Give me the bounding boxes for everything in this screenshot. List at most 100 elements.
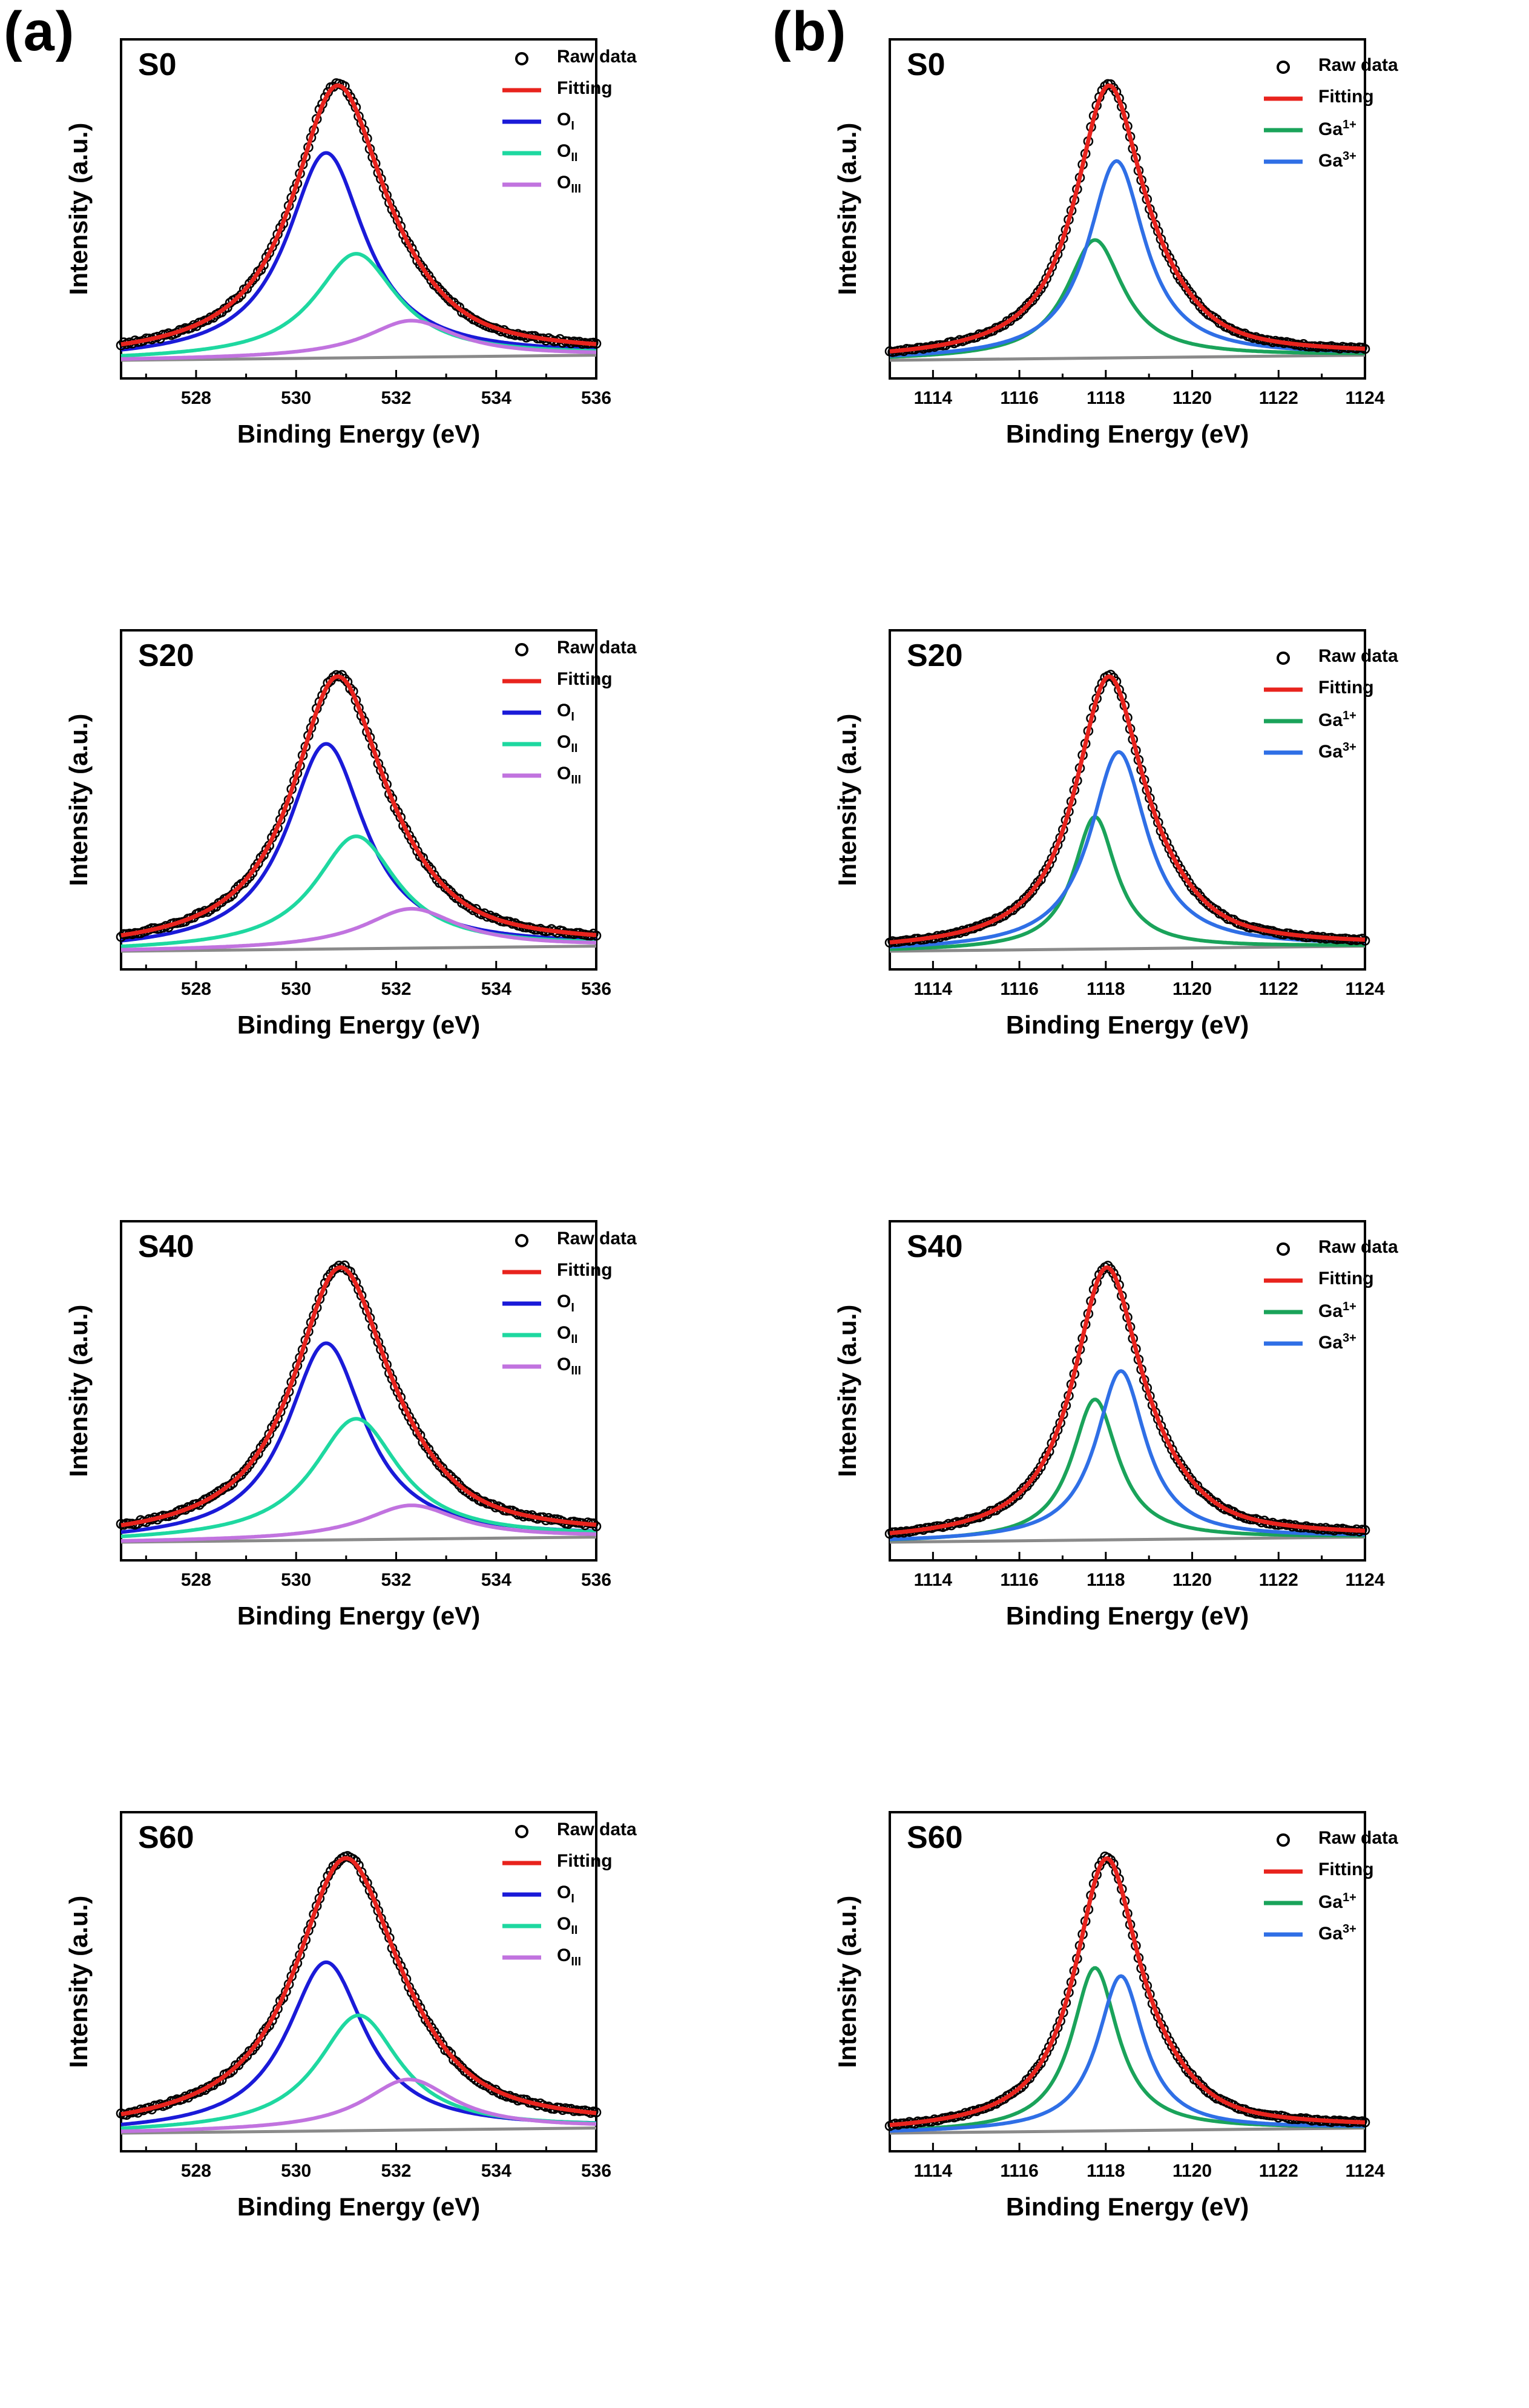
legend-marker-line <box>502 1364 541 1369</box>
legend-marker-line <box>502 710 541 715</box>
series-ga1- <box>889 238 1365 359</box>
x-tick-label: 1116 <box>1000 2161 1038 2181</box>
plot-O-S20: 528 530 532 534 536 S20 Intensity (a.u.) Bindin… <box>0 603 637 1075</box>
legend-label-text: Fitting <box>557 669 613 689</box>
raw-data-point <box>437 2039 448 2050</box>
legend-marker-line <box>1264 719 1303 724</box>
legend-label: Ga3+ <box>1318 741 1356 762</box>
plot-frame <box>889 629 1366 971</box>
legend-label: OI <box>557 701 574 724</box>
legend-item: Raw data <box>1259 642 1398 674</box>
legend-item: OI <box>498 697 637 728</box>
legend-label: OIII <box>557 764 581 787</box>
raw-data-point <box>440 291 450 301</box>
x-tick-label: 528 <box>181 388 211 408</box>
legend-label: OI <box>557 1291 574 1315</box>
legend-label-sub: I <box>571 119 574 133</box>
legend-label: Fitting <box>1318 1268 1374 1289</box>
legend-label-text: Raw data <box>1318 1237 1398 1257</box>
x-tick-label: 1124 <box>1345 388 1384 408</box>
legend-label-sub: II <box>571 742 578 755</box>
raw-data-point <box>449 890 459 901</box>
legend-label-sup: 1+ <box>1343 1891 1356 1904</box>
series-ga1- <box>889 1966 1365 2133</box>
legend-label: Fitting <box>557 78 613 99</box>
background-line <box>120 1536 597 1544</box>
x-tick-label: 534 <box>481 388 511 408</box>
series-ga3- <box>889 750 1366 949</box>
x-axis-label: Binding Energy (eV) <box>1005 2192 1249 2221</box>
legend-label-sub: I <box>571 710 574 724</box>
legend-label-sup: 3+ <box>1343 1331 1356 1345</box>
x-tick-label: 530 <box>281 2161 311 2181</box>
legend-item: Fitting <box>1259 1265 1398 1296</box>
legend-label-base: O <box>557 764 571 783</box>
legend-label-sub: III <box>571 182 582 196</box>
legend-label-base: O <box>557 701 571 721</box>
x-tick-label: 530 <box>281 388 311 408</box>
x-tick-label: 536 <box>581 388 611 408</box>
x-tick-label: 536 <box>581 2161 611 2181</box>
legend-label: Fitting <box>1318 678 1374 698</box>
legend-label-base: O <box>557 110 571 130</box>
legend-item: OIII <box>498 1942 637 1973</box>
legend-label-sub: III <box>571 1955 582 1968</box>
legend-label: Raw data <box>557 1819 637 1840</box>
legend-label: Raw data <box>1318 55 1398 76</box>
legend-label-text: Raw data <box>1318 55 1398 75</box>
legend-item: Ga3+ <box>1259 1919 1398 1950</box>
legend-label: Raw data <box>1318 1828 1398 1849</box>
legend-label: Fitting <box>557 1851 613 1872</box>
x-tick-label: 528 <box>181 979 211 999</box>
plot-frame <box>889 1220 1366 1562</box>
legend-item: Fitting <box>1259 674 1398 705</box>
legend-label-base: Ga <box>1318 1333 1343 1353</box>
legend-label: Ga1+ <box>1318 709 1356 731</box>
legend-label-base: O <box>557 732 571 752</box>
legend-label: OII <box>557 732 577 756</box>
legend-label-base: Ga <box>1318 710 1343 730</box>
legend-label: Ga1+ <box>1318 118 1356 140</box>
legend-item: Raw data <box>498 634 637 665</box>
legend-item: OI <box>498 1288 637 1319</box>
x-tick-label: 1116 <box>1000 388 1038 408</box>
legend-label: Raw data <box>557 47 637 67</box>
legend-label-base: Ga <box>1318 1301 1343 1321</box>
y-axis-label: Intensity (a.u.) <box>64 1895 93 2068</box>
y-axis-label: Intensity (a.u.) <box>833 1895 861 2068</box>
raw-data-point <box>435 285 445 295</box>
legend-label: Raw data <box>1318 1237 1398 1258</box>
legend-marker-circle <box>515 1825 528 1838</box>
plot-O-S40: 528 530 532 534 536 S40 Intensity (a.u.) Bindin… <box>0 1194 637 1666</box>
y-axis-label: Intensity (a.u.) <box>64 713 93 886</box>
legend-item: OI <box>498 106 637 137</box>
legend-item: Ga1+ <box>1259 705 1398 737</box>
legend-marker-line <box>1264 1932 1303 1937</box>
plot-O-S0: 528 530 532 534 536 S0 Intensity (a.u.) Binding… <box>0 12 637 484</box>
x-tick-label: 1124 <box>1345 2161 1384 2181</box>
legend-item: OII <box>498 137 637 169</box>
raw-data-point <box>1203 1491 1214 1502</box>
legend-item: Fitting <box>498 74 637 106</box>
legend-marker-line <box>1264 96 1303 101</box>
raw-data-point <box>1197 894 1208 905</box>
legend-label: OI <box>557 110 574 133</box>
sample-name: S0 <box>138 47 177 82</box>
x-tick-label: 1118 <box>1087 2161 1125 2181</box>
legend-item: Fitting <box>1259 83 1398 114</box>
legend-marker-line <box>1264 1278 1303 1283</box>
legend-label-base: O <box>557 1291 571 1311</box>
legend-item: Fitting <box>498 1847 637 1879</box>
x-axis-label: Binding Energy (eV) <box>237 1011 481 1039</box>
legend-label-sup: 3+ <box>1343 1922 1356 1936</box>
legend-label-text: Fitting <box>557 1851 613 1871</box>
legend-marker-line <box>1264 1310 1303 1315</box>
legend-label-text: Fitting <box>557 78 613 98</box>
x-tick-label: 1114 <box>914 979 953 999</box>
legend-label-text: Raw data <box>557 47 637 67</box>
plot-frame <box>889 38 1366 380</box>
x-tick-label: 534 <box>481 979 511 999</box>
x-tick-label: 1120 <box>1172 2161 1212 2181</box>
plot-Ga-S40: 1114 1116 1118 1120 1122 1124 S40 Intensity (a.… <box>769 1194 1398 1666</box>
sample-name: S60 <box>907 1820 963 1855</box>
